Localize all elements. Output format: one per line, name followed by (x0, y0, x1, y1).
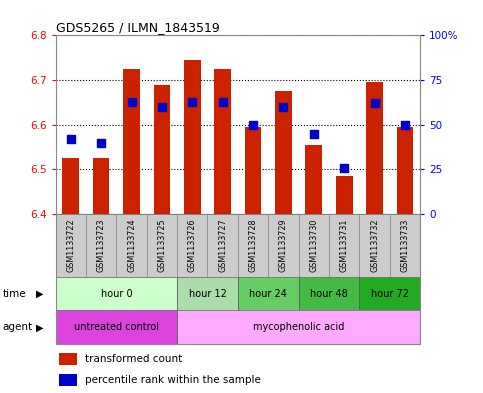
Text: mycophenolic acid: mycophenolic acid (253, 322, 344, 332)
Point (158, 104, 166, 110)
Bar (56, 277, 177, 310)
Bar (208, 214, 238, 277)
Point (128, 98, 135, 105)
Text: GSM1133727: GSM1133727 (218, 219, 227, 272)
Bar (214, 69, 231, 214)
Bar (147, 214, 177, 277)
Point (310, 130, 318, 137)
Bar (154, 84, 170, 214)
Point (249, 122, 257, 128)
Text: GSM1133731: GSM1133731 (340, 219, 349, 272)
Point (67, 136, 74, 142)
Bar (56, 310, 177, 344)
Text: time: time (2, 289, 26, 299)
Bar (238, 277, 298, 310)
Bar (184, 60, 200, 214)
Text: percentile rank within the sample: percentile rank within the sample (85, 375, 261, 385)
Bar (268, 214, 298, 277)
Bar (59, 374, 77, 386)
Bar (177, 214, 208, 277)
Text: GSM1133722: GSM1133722 (66, 219, 75, 272)
Point (341, 165, 348, 171)
Bar (397, 127, 413, 214)
Text: hour 48: hour 48 (310, 289, 348, 299)
Text: ▶: ▶ (36, 289, 43, 299)
Bar (59, 353, 77, 365)
Text: GSM1133729: GSM1133729 (279, 219, 288, 272)
Point (371, 100, 379, 107)
Bar (238, 214, 268, 277)
Text: GSM1133733: GSM1133733 (400, 219, 410, 272)
Bar (390, 214, 420, 277)
Text: GSM1133724: GSM1133724 (127, 219, 136, 272)
Bar (366, 82, 383, 214)
Text: GSM1133723: GSM1133723 (97, 219, 106, 272)
Bar (305, 145, 322, 214)
Text: untreated control: untreated control (74, 322, 159, 332)
Text: ▶: ▶ (36, 322, 43, 332)
Text: hour 12: hour 12 (188, 289, 227, 299)
Bar (86, 214, 116, 277)
Bar (275, 91, 292, 214)
Bar (177, 277, 238, 310)
Bar (116, 214, 147, 277)
Text: GSM1133730: GSM1133730 (309, 219, 318, 272)
Bar (245, 127, 261, 214)
Bar (329, 214, 359, 277)
Bar (56, 214, 86, 277)
Text: GSM1133732: GSM1133732 (370, 219, 379, 272)
Text: transformed count: transformed count (85, 354, 182, 364)
Bar (93, 158, 110, 214)
Text: hour 72: hour 72 (371, 289, 409, 299)
Text: GSM1133726: GSM1133726 (188, 219, 197, 272)
Bar (336, 176, 353, 214)
Bar (298, 214, 329, 277)
Bar (123, 69, 140, 214)
Point (401, 122, 409, 128)
Point (188, 98, 196, 105)
Bar (298, 277, 359, 310)
Point (280, 104, 287, 110)
Text: GDS5265 / ILMN_1843519: GDS5265 / ILMN_1843519 (56, 21, 219, 34)
Bar (177, 310, 420, 344)
Text: GSM1133725: GSM1133725 (157, 219, 167, 272)
Bar (62, 158, 79, 214)
Bar (359, 214, 390, 277)
Text: hour 24: hour 24 (249, 289, 287, 299)
Bar (359, 277, 420, 310)
Point (97, 140, 105, 146)
Text: agent: agent (2, 322, 32, 332)
Point (219, 98, 227, 105)
Text: GSM1133728: GSM1133728 (249, 219, 257, 272)
Text: hour 0: hour 0 (100, 289, 132, 299)
